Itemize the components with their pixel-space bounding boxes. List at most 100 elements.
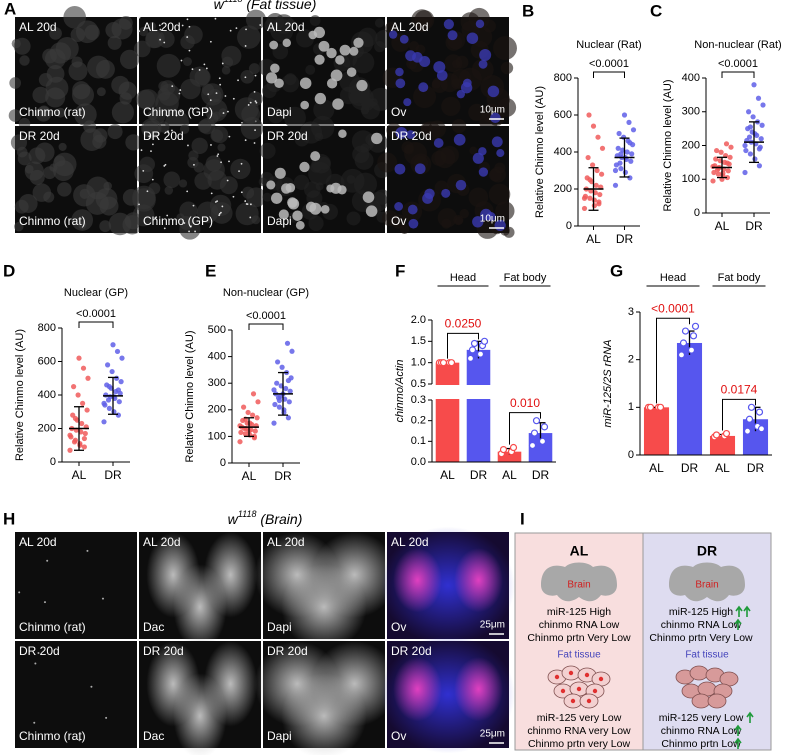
data-point: [285, 377, 291, 384]
diagram-line: miR-125 High: [547, 606, 611, 618]
comparison-bracket: [447, 332, 479, 359]
texture: [217, 143, 226, 152]
speck: [226, 179, 229, 182]
data-point: [724, 160, 731, 166]
y-tick-label: 500: [208, 324, 226, 336]
speck: [232, 195, 235, 198]
speck: [244, 76, 247, 79]
speck: [105, 716, 108, 719]
data-point: [71, 384, 77, 390]
data-point: [581, 195, 588, 201]
speck: [221, 205, 224, 208]
texture: [111, 18, 133, 40]
data-point: [114, 375, 120, 381]
data-point: [80, 400, 86, 406]
data-point: [538, 437, 547, 445]
speck: [245, 28, 247, 31]
data-point: [624, 149, 630, 155]
texture: [32, 86, 49, 104]
image-label: AL 20d: [19, 535, 57, 549]
data-point: [279, 364, 285, 370]
nucleus: [475, 19, 485, 29]
texture: [160, 80, 176, 96]
y-tick-label: 0.3: [411, 394, 426, 406]
speck: [210, 192, 213, 195]
texture: [148, 22, 157, 31]
nucleus: [406, 130, 416, 140]
data-point: [476, 350, 485, 358]
texture: [194, 69, 211, 86]
data-point: [687, 346, 696, 354]
texture: [191, 137, 208, 155]
p-value: 0.010: [510, 396, 540, 410]
speck: [43, 601, 46, 604]
x-tick-label: DR: [532, 468, 550, 482]
data-point: [596, 199, 602, 205]
texture: [74, 103, 97, 126]
speck: [237, 79, 239, 82]
y-tick-label: 300: [682, 106, 700, 118]
nucleus: [487, 85, 500, 98]
nucleus: [314, 92, 327, 105]
bar: [435, 362, 460, 462]
tissue: [173, 673, 227, 755]
texture: [178, 179, 188, 188]
texture: [262, 192, 272, 202]
texture: [281, 74, 300, 93]
data-point: [79, 420, 85, 427]
speck: [249, 203, 252, 206]
nucleus: [395, 126, 408, 139]
data-point: [110, 342, 116, 348]
texture: [156, 53, 181, 78]
chart-title: Nuclear (GP): [64, 287, 128, 299]
speck: [219, 83, 222, 86]
texture: [451, 78, 463, 90]
data-point: [710, 178, 716, 184]
data-point: [71, 439, 78, 445]
cell-nucleus: [598, 676, 604, 682]
texture: [9, 77, 22, 89]
texture: [310, 161, 322, 173]
y-tick-label: 0.1: [411, 435, 426, 447]
speck: [166, 114, 169, 117]
data-point: [755, 408, 764, 416]
y-tick-label: 1: [628, 401, 634, 413]
data-point: [540, 423, 549, 431]
speck: [90, 685, 93, 688]
texture: [148, 182, 161, 195]
data-point: [114, 348, 121, 355]
speck: [188, 25, 191, 28]
texture: [92, 134, 107, 149]
panel-label: B: [522, 1, 534, 20]
nucleus: [309, 202, 322, 215]
texture: [408, 40, 420, 52]
speck: [179, 110, 182, 113]
texture: [488, 168, 502, 182]
nucleus: [330, 69, 343, 82]
cell-nucleus: [560, 688, 566, 694]
data-point: [743, 147, 749, 154]
y-tick-label: 200: [682, 139, 700, 151]
speck: [155, 216, 158, 219]
y-tick-label: 400: [208, 351, 226, 363]
texture: [346, 211, 361, 226]
nucleus: [418, 82, 429, 93]
speck: [246, 203, 249, 206]
bar: [676, 342, 703, 455]
image-label: AL 20d: [19, 20, 57, 34]
data-point: [597, 191, 603, 198]
fat-label: Fat tissue: [685, 650, 729, 661]
data-point: [439, 359, 448, 367]
nucleus: [455, 179, 467, 191]
cell-nucleus: [592, 688, 598, 694]
nucleus: [422, 193, 433, 204]
data-point: [628, 158, 634, 164]
data-point: [72, 415, 78, 422]
data-point: [281, 407, 287, 413]
data-point: [466, 354, 475, 362]
data-point: [82, 430, 88, 437]
texture: [158, 121, 170, 133]
speck: [228, 160, 230, 163]
texture: [28, 147, 46, 165]
speck: [191, 107, 194, 110]
